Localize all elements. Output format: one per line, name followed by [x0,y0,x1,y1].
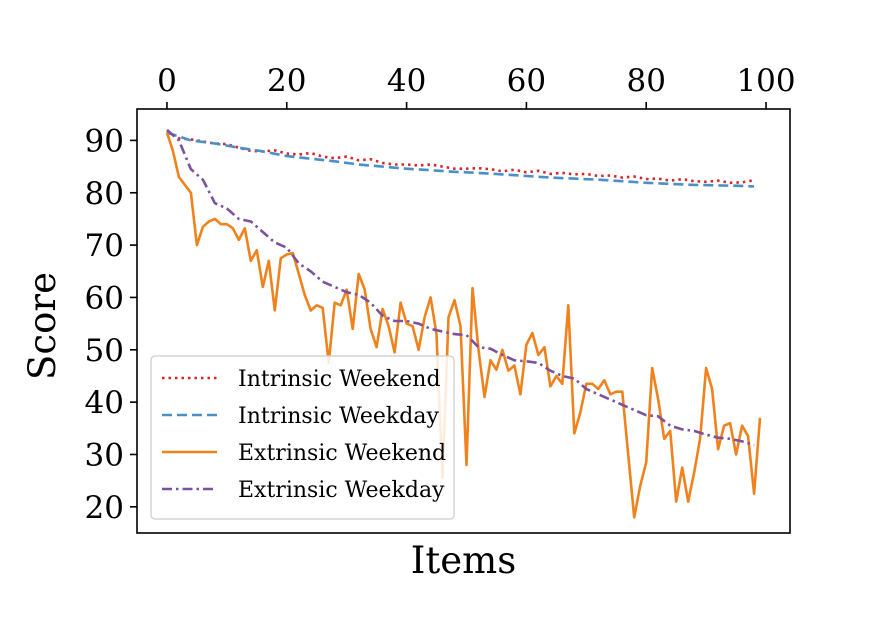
y-tick-label: 90 [85,123,124,159]
y-tick-label: 80 [85,176,124,212]
legend: Intrinsic Weekend Intrinsic Weekday Extrin… [150,355,455,520]
y-tick-label: 70 [85,228,124,264]
legend-label: Intrinsic Weekend [238,367,441,392]
y-axis-ticks: 20 30 40 50 60 70 80 90 [85,123,137,526]
x-tick-label: 60 [507,63,546,99]
series-line-intrinsic-weekend [166,129,755,185]
y-tick-label: 60 [85,280,124,316]
y-tick-label: 40 [85,385,124,421]
legend-box [150,355,455,520]
legend-label: Extrinsic Weekend [238,441,446,466]
x-axis-title: Items [411,539,516,582]
x-tick-label: 0 [157,63,177,99]
x-tick-label: 40 [387,63,426,99]
legend-label: Extrinsic Weekday [238,478,445,503]
y-tick-label: 20 [85,490,124,526]
series-line-extrinsic-weekday [166,128,755,447]
x-axis-ticks: 0 20 40 60 80 100 [157,63,796,109]
series-layer [165,128,762,519]
x-tick-label: 80 [626,63,665,99]
y-tick-label: 50 [85,333,124,369]
y-axis-title: Score [21,272,64,380]
x-tick-label: 20 [267,63,306,99]
y-tick-label: 30 [85,437,124,473]
plot-frame [136,108,791,534]
legend-label: Intrinsic Weekday [238,404,439,429]
series-line-intrinsic-weekday [166,131,755,188]
x-tick-label: 100 [736,63,795,99]
